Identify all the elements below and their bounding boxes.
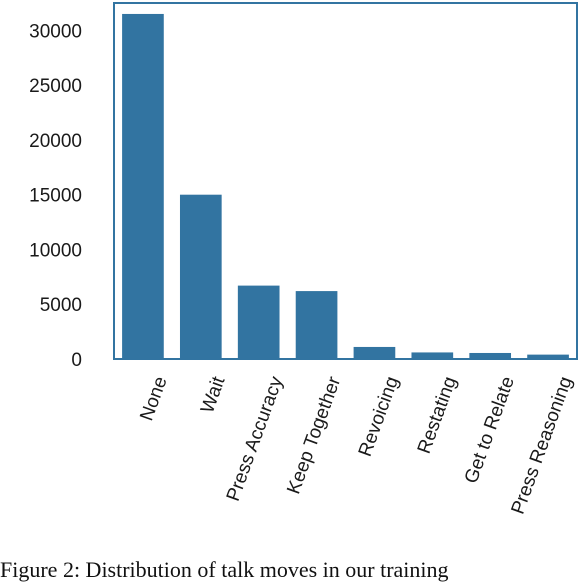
x-tick-label-keep-together: Keep Together xyxy=(283,373,345,497)
y-tick-label-15000: 15000 xyxy=(29,186,82,207)
x-tick-label-restating: Restating xyxy=(414,374,461,457)
y-tick-label-30000: 30000 xyxy=(29,21,82,42)
y-tick-label-5000: 5000 xyxy=(40,295,82,316)
bar-get-to-relate xyxy=(469,352,512,359)
bar-restating xyxy=(411,352,454,359)
x-tick-label-press-accuracy: Press Accuracy xyxy=(223,373,288,504)
y-tick-label-20000: 20000 xyxy=(29,131,82,152)
plot-frame xyxy=(113,2,578,360)
bars xyxy=(122,13,569,359)
y-tick-label-0: 0 xyxy=(71,350,82,371)
x-tick-label-wait: Wait xyxy=(197,373,230,416)
bar-wait xyxy=(179,194,222,359)
bar-revoicing xyxy=(353,346,396,359)
y-tick-label-10000: 10000 xyxy=(29,240,82,261)
y-tick-label-25000: 25000 xyxy=(29,76,82,97)
x-tick-label-get-to-relate: Get to Relate xyxy=(461,374,519,486)
bar-press-reasoning xyxy=(527,354,569,359)
figure-caption: Figure 2: Distribution of talk moves in … xyxy=(0,557,449,582)
y-axis: 0 5000 10000 15000 20000 25000 30000 xyxy=(29,21,82,371)
bar-keep-together xyxy=(295,291,338,359)
x-tick-label-revoicing: Revoicing xyxy=(355,374,403,460)
bar-press-accuracy xyxy=(237,285,280,359)
x-tick-label-press-reasoning: Press Reasoning xyxy=(508,374,577,517)
bar-none xyxy=(122,13,164,359)
x-tick-label-none: None xyxy=(136,374,171,424)
